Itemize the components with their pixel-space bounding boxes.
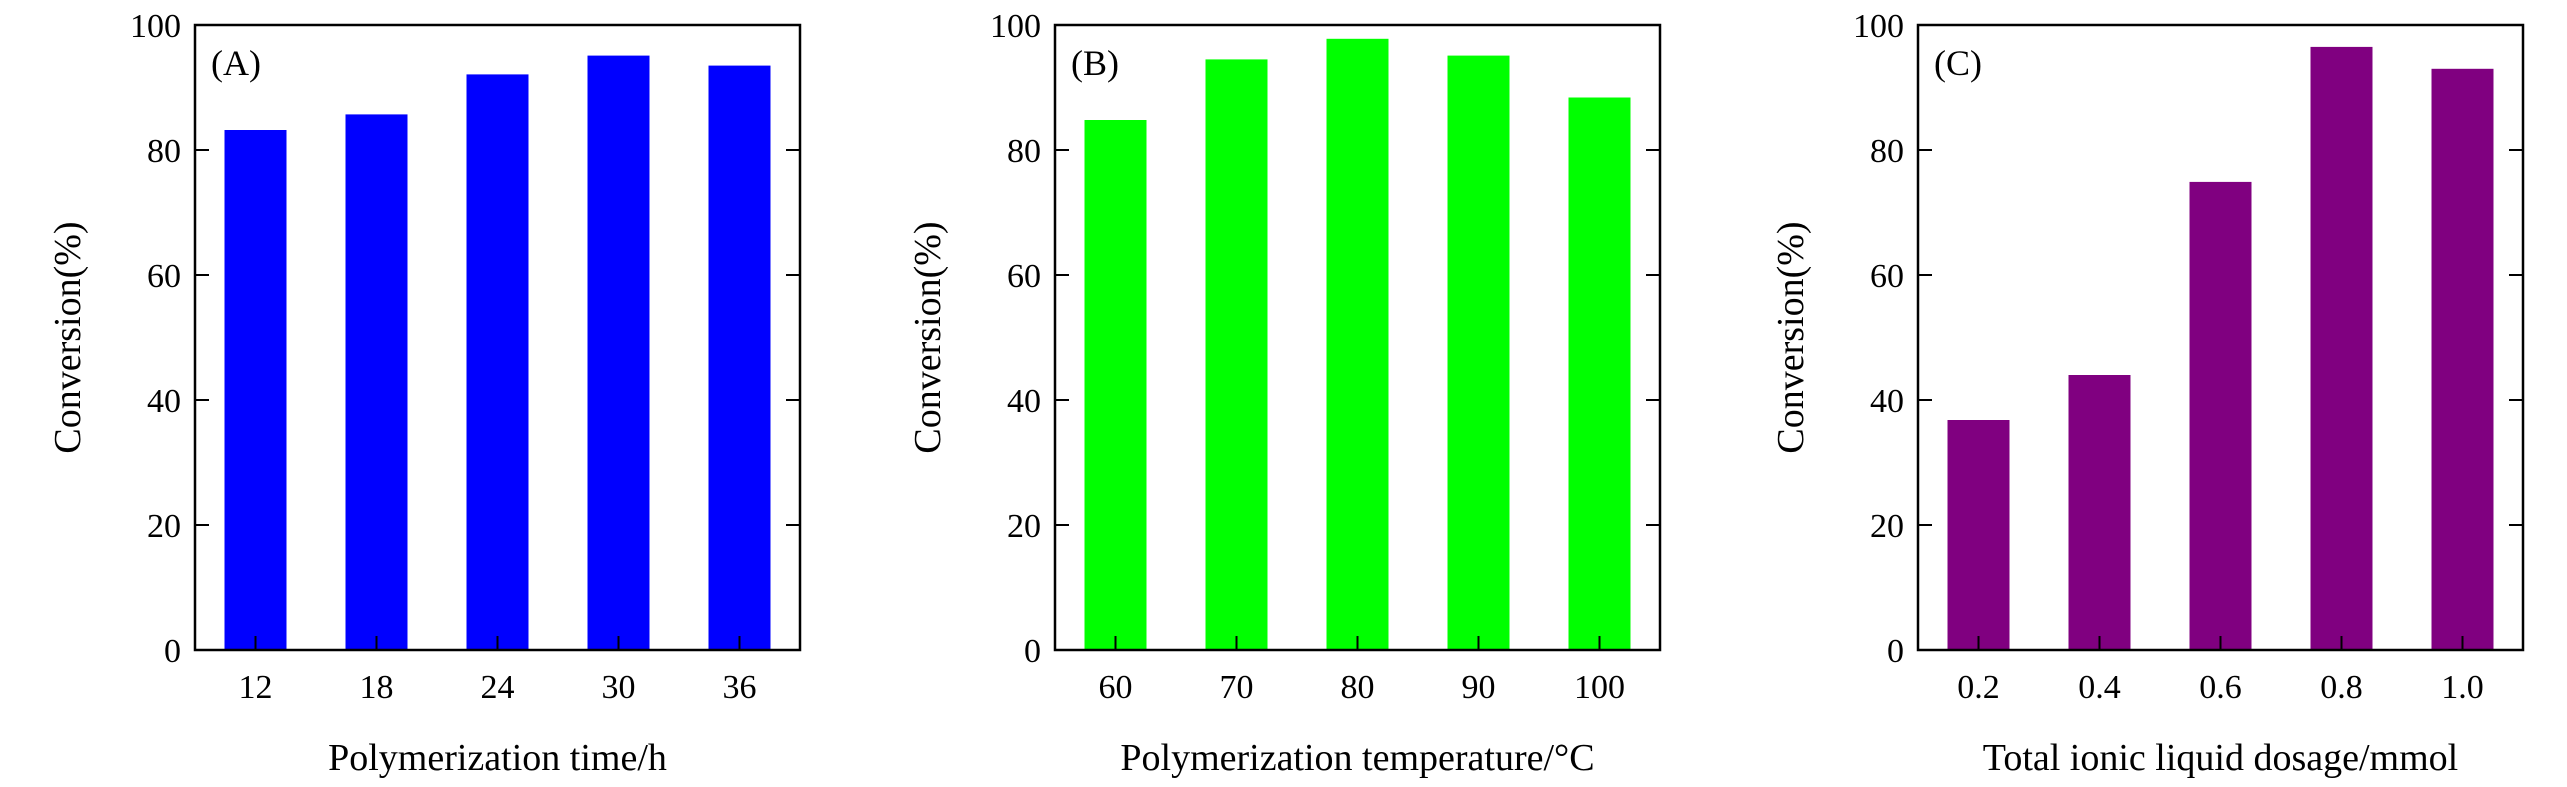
- x-tick-label: 0.4: [2078, 669, 2121, 706]
- y-tick-label: 40: [1870, 383, 1904, 420]
- y-axis-label: Conversion(%): [47, 221, 89, 453]
- x-tick-label: 70: [1220, 669, 1254, 706]
- bar-24: [466, 74, 529, 650]
- x-tick-label: 60: [1099, 669, 1133, 706]
- x-tick-label: 0.2: [1957, 669, 2000, 706]
- y-tick-label: 100: [1853, 8, 1904, 45]
- bar-100: [1568, 97, 1631, 650]
- x-tick-label: 80: [1341, 669, 1375, 706]
- y-tick-label: 0: [164, 633, 181, 670]
- bar-0.8: [2310, 46, 2373, 650]
- y-tick-label: 80: [1007, 133, 1041, 170]
- x-tick-label: 12: [239, 669, 273, 706]
- x-axis-label: Polymerization time/h: [328, 737, 667, 779]
- bar-70: [1205, 59, 1268, 650]
- y-axis-label: Conversion(%): [907, 221, 949, 453]
- plot-frame: [1053, 23, 1662, 652]
- y-tick-label: 40: [1007, 383, 1041, 420]
- y-tick-label: 60: [1007, 258, 1041, 295]
- y-tick-label: 20: [1007, 508, 1041, 545]
- chart-panel-3: 0 20 40 60 80 100 0.2 0.4 0.6 0.8 1.0 (C) Total ioni…: [1770, 8, 2525, 779]
- bar-0.6: [2189, 181, 2252, 650]
- y-tick-label: 60: [147, 258, 181, 295]
- y-tick-label: 80: [1870, 133, 1904, 170]
- x-tick-label: 90: [1462, 669, 1496, 706]
- x-tick-label: 100: [1574, 669, 1625, 706]
- y-tick-label: 0: [1887, 633, 1904, 670]
- bar-1.0: [2431, 68, 2494, 651]
- plot-frame: [1916, 23, 2525, 652]
- bar-80: [1326, 38, 1389, 651]
- plot-frame: [193, 23, 802, 652]
- x-tick-label: 0.6: [2199, 669, 2242, 706]
- bar-36: [708, 65, 771, 651]
- chart-panel-1: 0 20 40 60 80 100 12 18 24 30 36 (A) Polymerization …: [47, 8, 802, 779]
- chart-panel-2: 0 20 40 60 80 100 60 70 80 90 100 (B) Polymerization…: [907, 8, 1662, 779]
- x-tick-label: 24: [481, 669, 515, 706]
- y-axis-label: Conversion(%): [1770, 221, 1812, 453]
- x-tick-label: 0.8: [2320, 669, 2363, 706]
- bar-90: [1447, 55, 1510, 651]
- x-axis-label: Polymerization temperature/°C: [1120, 737, 1594, 779]
- panel-label: (C): [1934, 43, 1982, 83]
- y-tick-label: 80: [147, 133, 181, 170]
- panel-label: (B): [1071, 43, 1119, 83]
- y-tick-label: 100: [990, 8, 1041, 45]
- y-tick-label: 20: [147, 508, 181, 545]
- y-tick-label: 60: [1870, 258, 1904, 295]
- x-tick-label: 18: [360, 669, 394, 706]
- bar-0.2: [1947, 420, 2010, 650]
- y-tick-label: 40: [147, 383, 181, 420]
- y-tick-label: 0: [1024, 633, 1041, 670]
- bar-60: [1084, 120, 1147, 650]
- panel-label: (A): [211, 43, 261, 83]
- x-tick-label: 36: [723, 669, 757, 706]
- y-tick-label: 100: [130, 8, 181, 45]
- x-axis-label: Total ionic liquid dosage/mmol: [1983, 737, 2458, 779]
- y-tick-label: 20: [1870, 508, 1904, 545]
- bar-18: [345, 114, 408, 650]
- x-tick-label: 1.0: [2441, 669, 2484, 706]
- bar-30: [587, 55, 650, 651]
- bar-0.4: [2068, 375, 2131, 650]
- x-tick-label: 30: [602, 669, 636, 706]
- bar-12: [224, 130, 287, 650]
